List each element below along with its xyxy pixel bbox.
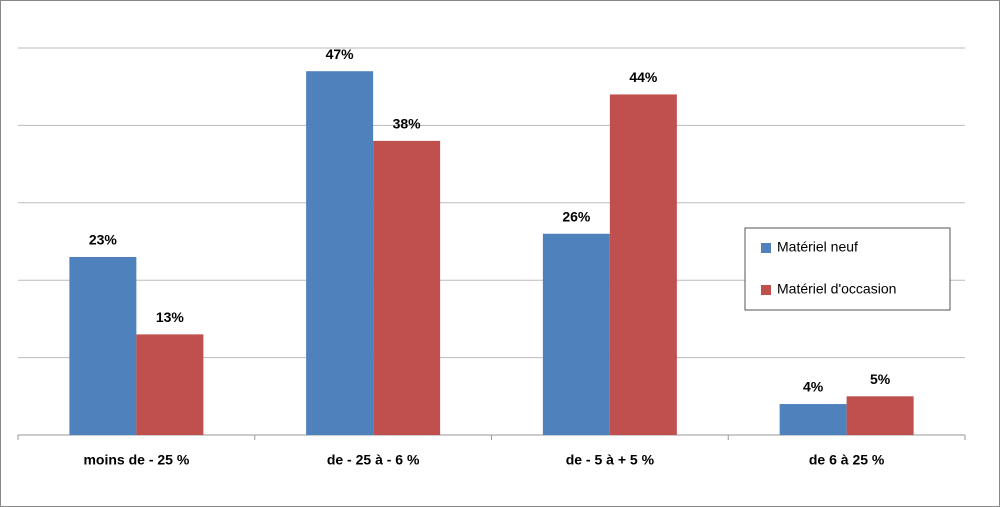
x-tick-label: de - 5 à + 5 %: [566, 452, 655, 468]
bar: [69, 256, 137, 435]
value-label: 5%: [870, 371, 891, 387]
bar: [136, 334, 204, 435]
value-label: 44%: [629, 69, 658, 85]
legend-label: Matériel neuf: [777, 239, 858, 255]
bar: [846, 396, 914, 435]
x-tick-label: de - 25 à - 6 %: [327, 452, 420, 468]
x-tick-label: moins de - 25 %: [83, 452, 189, 468]
bar: [373, 140, 441, 435]
bar: [609, 94, 677, 435]
value-label: 23%: [89, 232, 118, 248]
bar: [779, 404, 847, 435]
value-label: 4%: [803, 379, 824, 395]
value-label: 38%: [393, 116, 422, 132]
value-label: 47%: [326, 46, 355, 62]
legend-box: [744, 227, 951, 311]
bar: [306, 71, 374, 435]
x-tick-label: de 6 à 25 %: [809, 452, 885, 468]
legend-swatch: [761, 243, 771, 253]
bar: [542, 233, 610, 435]
value-label: 13%: [156, 309, 185, 325]
legend-swatch: [761, 285, 771, 295]
legend-label: Matériel d'occasion: [777, 281, 896, 297]
value-label: 26%: [562, 208, 591, 224]
